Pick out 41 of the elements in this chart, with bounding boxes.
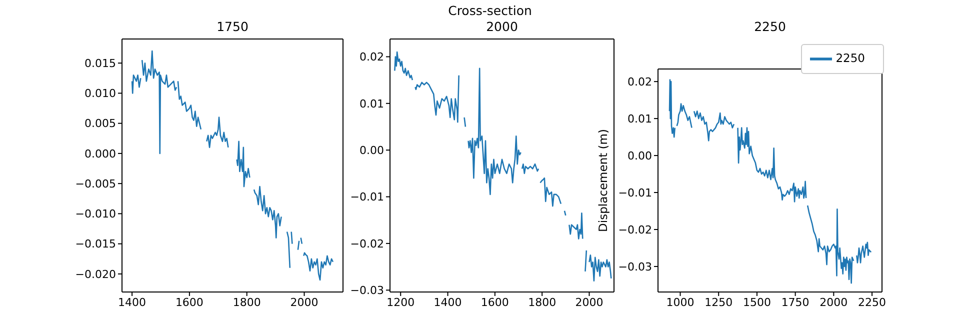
y-tick-label: 0.02 — [628, 75, 652, 88]
y-tick-label: −0.03 — [350, 284, 384, 298]
chart-subtitle: 2000 — [485, 19, 519, 34]
x-tick-label: 1600 — [175, 296, 204, 309]
y-tick-label: −0.015 — [75, 238, 116, 251]
x-tick-label: 1800 — [232, 296, 261, 309]
x-tick-label: 1750 — [781, 296, 810, 309]
y-tick-label: 0.00 — [628, 149, 652, 162]
x-tick-label: 1250 — [704, 296, 733, 309]
x-tick-label: 1400 — [118, 296, 146, 309]
y-tick-label: 0.005 — [84, 117, 116, 130]
x-tick-label: 1000 — [666, 296, 694, 309]
y-tick-label: 0.02 — [360, 50, 384, 64]
y-tick-label: 0.01 — [360, 97, 384, 110]
legend-label: 2250 — [836, 51, 865, 66]
chart-title: Cross-section — [447, 3, 533, 18]
y-tick-label: −0.02 — [350, 237, 384, 250]
y-tick-label: 0.015 — [84, 57, 116, 70]
y-tick-label: 0.01 — [628, 112, 652, 126]
chart-title: 2250 — [753, 19, 787, 34]
x-tick-label: 2000 — [290, 296, 318, 309]
y-tick-label: −0.01 — [618, 186, 652, 200]
x-tick-label: 2000 — [575, 296, 604, 309]
x-tick-label: 1800 — [528, 296, 556, 309]
y-axis-title: Displacement (m) — [596, 129, 610, 232]
y-tick-label: −0.010 — [75, 208, 116, 221]
x-tick-label: 1400 — [434, 296, 462, 309]
y-tick-label: 0.000 — [84, 147, 116, 160]
x-tick-label: 1200 — [386, 296, 415, 309]
x-tick-label: 2250 — [858, 296, 886, 309]
x-tick-label: 2000 — [820, 296, 848, 309]
y-tick-label: −0.020 — [75, 268, 116, 281]
y-tick-label: −0.03 — [618, 260, 652, 274]
x-tick-label: 1500 — [742, 296, 771, 309]
chart-title: 1750 — [216, 19, 250, 34]
y-tick-label: −0.01 — [350, 190, 384, 204]
y-tick-label: −0.02 — [618, 223, 652, 236]
y-tick-label: −0.005 — [75, 177, 116, 190]
x-tick-label: 1600 — [480, 296, 509, 309]
y-tick-label: 0.010 — [84, 87, 116, 100]
y-tick-label: 0.00 — [360, 144, 384, 157]
